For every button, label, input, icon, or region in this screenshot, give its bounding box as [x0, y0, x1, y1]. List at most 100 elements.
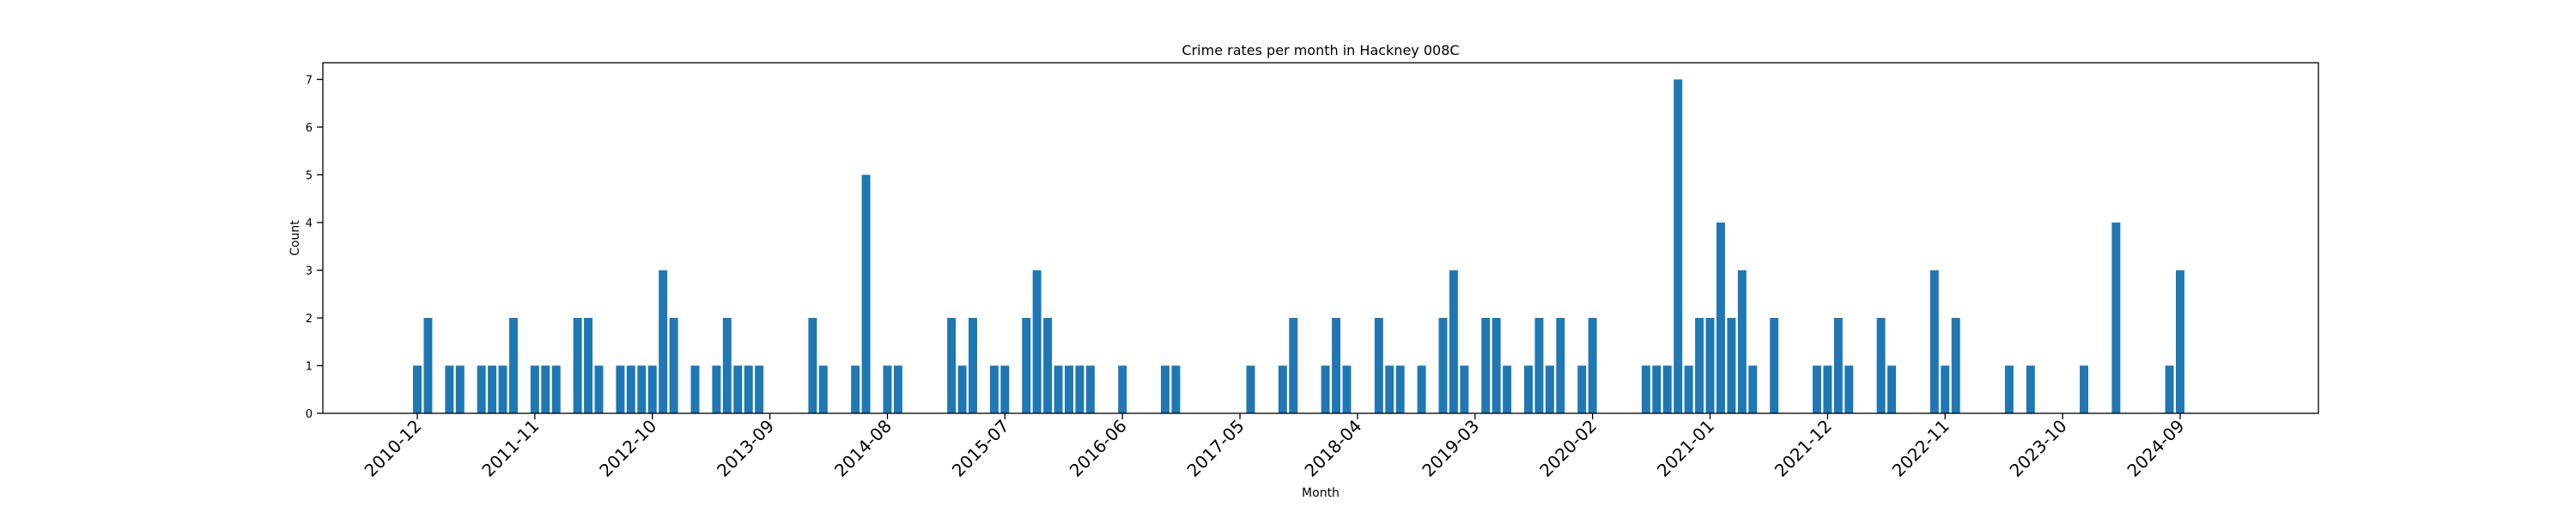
bar-2022-01 [1833, 317, 1843, 413]
bar-2023-05 [2004, 365, 2014, 413]
bar-2022-05 [1876, 317, 1886, 413]
bar-2016-10 [1160, 365, 1170, 413]
bar-2021-01 [1705, 317, 1715, 413]
x-axis-label: Month [1302, 486, 1340, 500]
x-tick-label-2016-06: 2016-06 [1066, 416, 1131, 481]
bar-2021-11 [1812, 365, 1821, 413]
bar-2019-05 [1492, 317, 1501, 413]
bar-2016-03 [1085, 365, 1095, 413]
bar-2012-04 [584, 317, 593, 413]
bar-2018-10 [1417, 365, 1426, 413]
bar-2019-02 [1460, 365, 1469, 413]
bar-2014-02 [818, 365, 828, 413]
bar-2018-03 [1342, 365, 1352, 413]
bar-2013-05 [722, 317, 732, 413]
bar-2011-06 [477, 365, 486, 413]
x-tick-label-2023-10: 2023-10 [2006, 416, 2071, 481]
bar-2015-04 [969, 317, 977, 413]
bar-2012-10 [647, 365, 657, 413]
bar-2021-12 [1823, 365, 1832, 413]
bar-2024-09 [2176, 270, 2184, 413]
bar-2020-11 [1684, 365, 1693, 413]
bar-2012-03 [573, 317, 582, 413]
bar-2012-07 [616, 365, 625, 413]
x-tick-label-2021-12: 2021-12 [1771, 416, 1836, 481]
bar-2015-03 [957, 365, 967, 413]
bar-2012-01 [551, 365, 561, 413]
bar-2012-05 [594, 365, 604, 413]
x-tick-label-2015-07: 2015-07 [948, 416, 1013, 481]
y-tick-label-1: 1 [306, 360, 313, 373]
bar-2019-04 [1481, 317, 1491, 413]
bar-2018-12 [1438, 317, 1448, 413]
x-tick-label-2022-11: 2022-11 [1888, 416, 1953, 481]
bar-2021-03 [1727, 317, 1736, 413]
bar-2024-03 [2111, 222, 2121, 413]
bar-2015-09 [1022, 317, 1031, 413]
bar-2011-01 [423, 317, 433, 413]
bar-2016-02 [1075, 365, 1084, 413]
bar-2014-05 [851, 365, 860, 413]
bar-2013-02 [690, 365, 700, 413]
bar-2012-08 [626, 365, 635, 413]
y-tick-label-6: 6 [306, 122, 313, 135]
bar-2019-01 [1449, 270, 1458, 413]
bar-2015-12 [1054, 365, 1063, 413]
y-axis: 0 1 2 3 4 5 6 7 [306, 74, 323, 421]
bar-2013-07 [744, 365, 753, 413]
bar-2014-06 [861, 174, 871, 413]
bars-group [413, 79, 2184, 414]
bar-2023-07 [2026, 365, 2035, 413]
bar-2017-10 [1289, 317, 1298, 413]
x-tick-label-2017-05: 2017-05 [1183, 416, 1249, 481]
bar-2015-07 [1000, 365, 1010, 413]
y-tick-label-2: 2 [306, 313, 313, 326]
y-axis-label: Count [289, 220, 302, 256]
bar-2016-06 [1118, 365, 1127, 413]
bar-2020-02 [1588, 317, 1597, 413]
bar-2020-01 [1577, 365, 1587, 413]
bar-2021-07 [1770, 317, 1779, 413]
x-tick-label-2024-09: 2024-09 [2123, 416, 2188, 481]
bar-2021-05 [1748, 365, 1758, 413]
bar-2013-06 [733, 365, 743, 413]
y-tick-label-0: 0 [306, 408, 313, 421]
bar-2013-04 [712, 365, 721, 413]
y-tick-label-3: 3 [306, 265, 313, 278]
x-tick-label-2013-09: 2013-09 [713, 416, 778, 481]
bar-2011-04 [455, 365, 465, 413]
bar-2020-08 [1652, 365, 1662, 413]
bar-2018-01 [1321, 365, 1330, 413]
bar-2011-12 [541, 365, 550, 413]
bar-2018-07 [1385, 365, 1394, 413]
bar-2011-08 [498, 365, 507, 413]
bar-2019-06 [1503, 365, 1512, 413]
bar-2019-10 [1545, 365, 1554, 413]
bar-2018-06 [1374, 317, 1383, 413]
bar-2011-11 [530, 365, 539, 413]
bar-2014-09 [893, 365, 902, 413]
x-tick-label-2014-08: 2014-08 [830, 416, 896, 481]
bar-2011-09 [509, 317, 518, 413]
bar-2021-04 [1737, 270, 1747, 413]
bar-2015-02 [947, 317, 957, 413]
bar-2011-07 [488, 365, 497, 413]
bar-2014-08 [883, 365, 892, 413]
bar-2022-02 [1844, 365, 1854, 413]
bar-2020-07 [1641, 365, 1650, 413]
bar-2019-08 [1524, 365, 1533, 413]
bar-2018-02 [1332, 317, 1341, 413]
bar-2015-10 [1032, 270, 1042, 413]
y-tick-label-4: 4 [306, 217, 313, 230]
bar-2024-08 [2165, 365, 2174, 413]
bar-2022-11 [1941, 365, 1950, 413]
bar-2020-12 [1695, 317, 1704, 413]
bar-2021-02 [1716, 222, 1725, 413]
bar-2023-12 [2080, 365, 2088, 413]
bar-2016-01 [1065, 365, 1073, 413]
x-tick-label-2012-10: 2012-10 [595, 416, 660, 481]
x-tick-label-2011-11: 2011-11 [477, 416, 543, 481]
x-tick-label-2010-12: 2010-12 [360, 416, 425, 481]
bar-2019-09 [1534, 317, 1544, 413]
